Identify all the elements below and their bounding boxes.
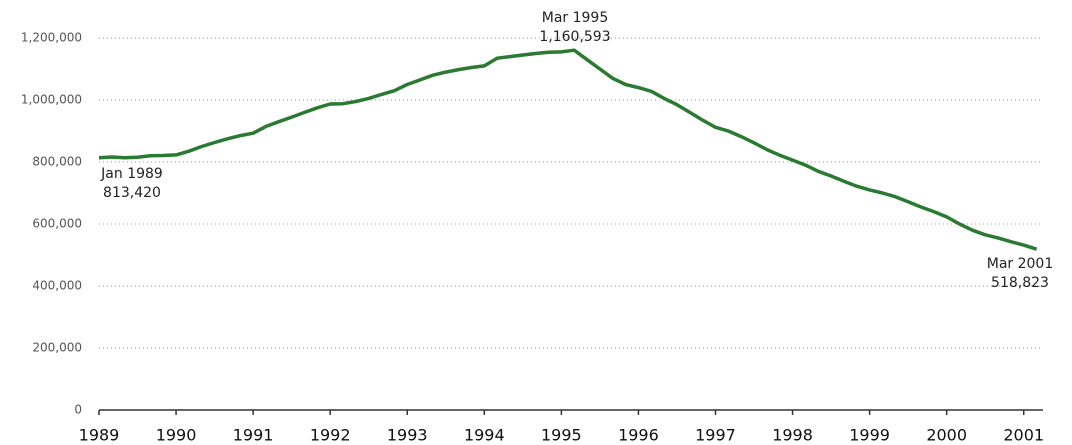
x-tick-label: 1997 <box>695 426 736 445</box>
x-tick-label: 1998 <box>772 426 813 445</box>
x-tick-label: 1991 <box>233 426 274 445</box>
annotation-value: 518,823 <box>991 275 1049 291</box>
annotation-value: 1,160,593 <box>539 29 610 45</box>
x-tick-label: 1996 <box>618 426 659 445</box>
annotation-label: Mar 1995 <box>542 10 609 26</box>
y-tick-label: 600,000 <box>32 217 82 231</box>
y-tick-label: 800,000 <box>32 155 82 169</box>
x-tick-label: 1993 <box>387 426 428 445</box>
x-tick-label: 1990 <box>156 426 197 445</box>
y-tick-label: 1,200,000 <box>21 31 82 45</box>
x-tick-label: 1989 <box>79 426 120 445</box>
y-tick-label: 0 <box>74 403 82 417</box>
annotation-value: 813,420 <box>103 185 161 201</box>
x-tick-label: 1992 <box>310 426 351 445</box>
x-tick-label: 2000 <box>926 426 967 445</box>
data-line <box>98 48 1038 251</box>
y-tick-label: 400,000 <box>32 279 82 293</box>
y-tick-label: 1,000,000 <box>21 93 82 107</box>
x-tick-label: 1994 <box>464 426 505 445</box>
x-tick-label: 1995 <box>541 426 582 445</box>
x-tick-label: 1999 <box>849 426 890 445</box>
annotation-label: Mar 2001 <box>987 256 1054 272</box>
y-tick-label: 200,000 <box>32 341 82 355</box>
annotation-label: Jan 1989 <box>100 166 163 182</box>
x-tick-label: 2001 <box>1003 426 1044 445</box>
